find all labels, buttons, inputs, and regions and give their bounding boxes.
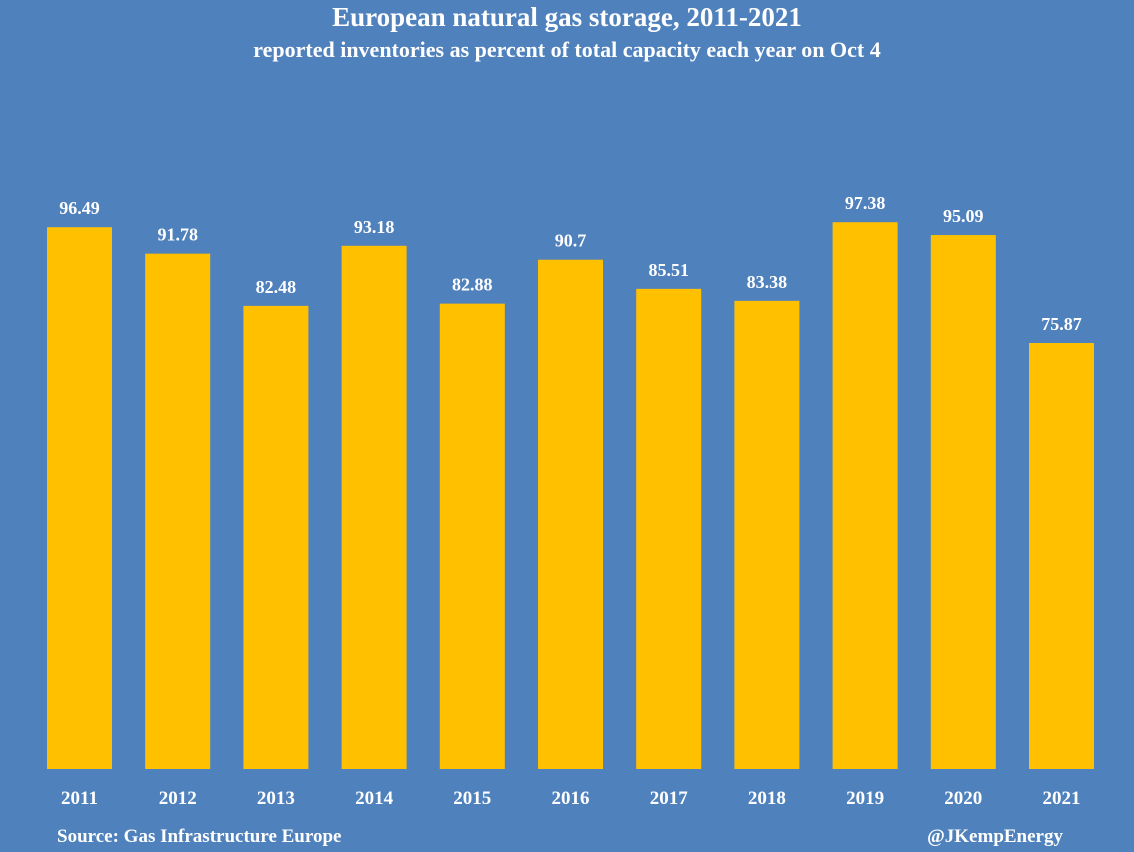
data-label-2016: 90.7 [555,231,587,251]
bar-2021 [1029,342,1094,769]
x-tick-label-2016: 2016 [552,788,590,809]
source-note: Source: Gas Infrastructure Europe [57,826,342,847]
x-tick-label-2020: 2020 [944,788,982,809]
bar-2012 [145,253,211,770]
bar-2014 [341,245,407,769]
x-tick-label-2017: 2017 [650,788,689,809]
bar-2015 [439,303,505,769]
data-label-2018: 83.38 [747,272,788,292]
data-label-2020: 95.09 [943,206,984,226]
data-label-2021: 75.87 [1041,314,1082,334]
bar-2020 [930,235,996,770]
data-label-2014: 93.18 [354,217,395,237]
author-credit: @JKempEnergy [927,826,1063,847]
bar-2013 [243,305,309,769]
chart-subtitle: reported inventories as percent of total… [253,37,881,62]
chart-title: European natural gas storage, 2011-2021 [332,2,802,32]
x-tick-label-2011: 2011 [61,788,98,809]
x-tick-label-2012: 2012 [159,788,197,809]
bar-2011 [47,227,112,770]
bar-2018 [734,300,800,769]
data-label-2012: 91.78 [157,225,198,245]
data-label-2019: 97.38 [845,193,886,213]
x-tick-label-2019: 2019 [846,788,884,809]
bar-2016 [538,259,603,769]
x-tick-label-2014: 2014 [355,788,394,809]
data-label-2017: 85.51 [648,260,689,280]
x-tick-label-2018: 2018 [748,788,786,809]
x-tick-label-2013: 2013 [257,788,295,809]
x-tick-label-2021: 2021 [1043,788,1081,809]
bar-2017 [636,288,702,769]
data-label-2013: 82.48 [256,277,297,297]
data-label-2015: 82.88 [452,275,493,295]
x-tick-label-2015: 2015 [453,788,491,809]
bar-2019 [832,222,898,769]
data-label-2011: 96.49 [59,198,100,218]
